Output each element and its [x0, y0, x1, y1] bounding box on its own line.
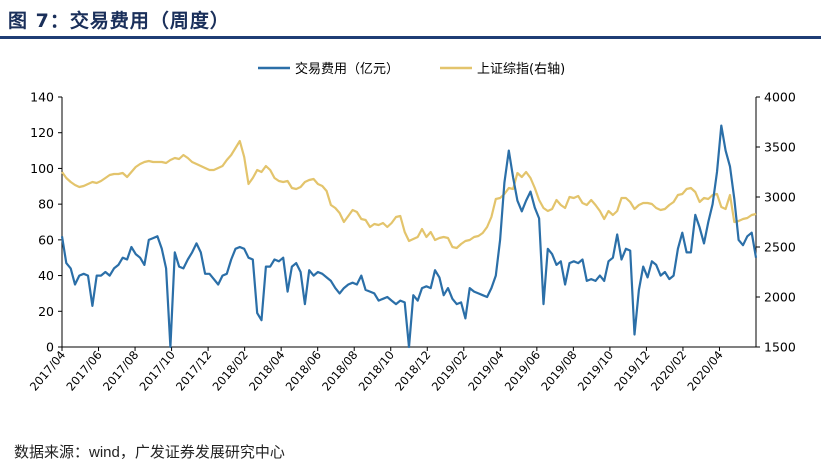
x-tick-label: 2020/02: [648, 348, 689, 394]
legend-label-index: 上证综指(右轴): [477, 62, 565, 77]
y-tick-label-left: 140: [30, 90, 54, 105]
x-tick-label: 2018/04: [246, 348, 287, 394]
series-line-index: [61, 139, 757, 250]
x-tick-label: 2019/08: [538, 348, 579, 394]
y-tick-label-left: 0: [46, 340, 54, 355]
y-tick-label-right: 1500: [764, 340, 796, 355]
y-tick-label-left: 100: [30, 161, 54, 176]
x-tick-label: 2019/12: [611, 348, 652, 394]
x-tick-label: 2018/02: [209, 348, 250, 394]
y-tick-label-left: 20: [38, 304, 54, 319]
series-layer: [60, 124, 758, 349]
y-tick-label-right: 4000: [764, 90, 796, 105]
x-tick-label: 2018/10: [356, 348, 397, 394]
chart: 交易费用（亿元） 上证综指(右轴) 0 20 40 60 80 100 120 140 1500…: [27, 61, 796, 394]
legend-label-fee: 交易费用（亿元）: [295, 61, 399, 77]
y-tick-label-left: 120: [30, 125, 54, 140]
x-tick-label: 2020/04: [684, 348, 725, 394]
x-tick-label: 2018/08: [319, 348, 360, 394]
y-tick-label-left: 80: [38, 197, 54, 212]
y-tick-label-left: 40: [38, 268, 54, 283]
x-tick-label: 2019/04: [465, 348, 506, 394]
x-tick-label: 2019/06: [502, 348, 543, 394]
x-tick-label: 2017/06: [63, 348, 104, 394]
source-prefix: 数据来源：: [14, 443, 90, 461]
figure-title: 图 7：交易费用（周度）: [8, 10, 230, 32]
series-line-fee: [60, 124, 758, 349]
y-tick-label-right: 3500: [764, 140, 796, 155]
x-tick-label: 2019/10: [575, 348, 616, 394]
x-tick-label: 2017/12: [173, 348, 214, 394]
source-text: wind，广发证券发展研究中心: [89, 444, 285, 461]
y-tick-label-right: 2500: [764, 240, 796, 255]
legend: 交易费用（亿元） 上证综指(右轴): [258, 61, 565, 77]
x-tick-label: 2017/10: [136, 348, 177, 394]
y-tick-label-right: 2000: [764, 290, 796, 305]
x-tick-label: 2018/06: [283, 348, 324, 394]
x-tick-label: 2018/12: [392, 348, 433, 394]
y-tick-label-left: 60: [38, 232, 54, 247]
x-tick-label: 2017/08: [100, 348, 141, 394]
title-rule: [0, 36, 821, 39]
source-note: 数据来源：wind，广发证券发展研究中心: [14, 441, 285, 462]
y-tick-label-right: 3000: [764, 190, 796, 205]
x-tick-label: 2017/04: [27, 348, 68, 394]
x-tick-label: 2019/02: [429, 348, 470, 394]
